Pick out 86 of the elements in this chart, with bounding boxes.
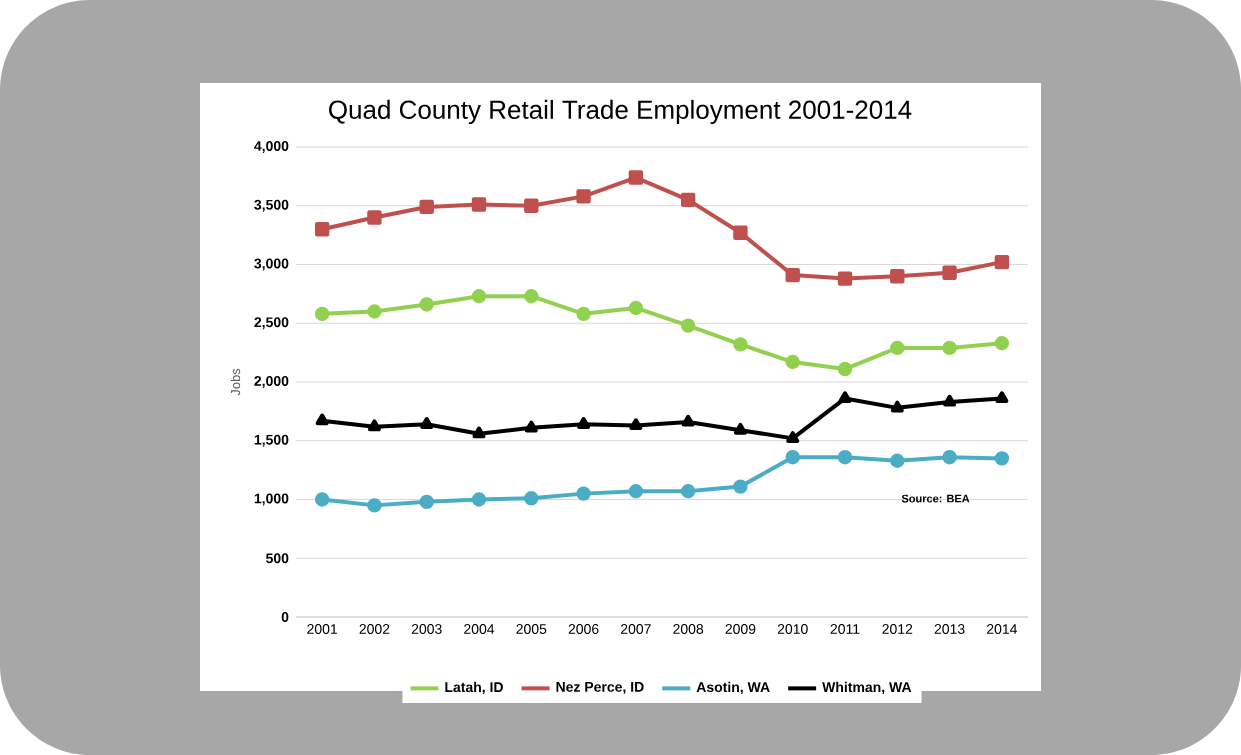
y-tick-label: 0: [281, 612, 289, 622]
legend-label: Whitman, WA: [822, 681, 912, 695]
x-tick-label: 2009: [725, 624, 756, 634]
point: [314, 492, 330, 507]
point: [524, 420, 538, 433]
y-tick-label: 3,000: [254, 258, 289, 271]
point: [367, 304, 382, 319]
point: [994, 254, 1010, 270]
point: [628, 484, 644, 499]
point: [785, 450, 800, 465]
point: [471, 289, 487, 304]
point: [994, 451, 1010, 466]
point: [420, 417, 434, 429]
y-tick-label: 1,000: [254, 493, 289, 506]
point: [419, 199, 434, 215]
legend-label: Nez Perce, ID: [556, 682, 644, 694]
point: [524, 491, 539, 506]
x-tick-label: 2006: [568, 624, 599, 634]
point: [315, 413, 329, 426]
chart-title: Quad County Retail Trade Employment 2001-2014: [329, 99, 912, 125]
point: [733, 337, 748, 352]
point: [890, 340, 905, 356]
point: [629, 418, 643, 431]
y-tick-label: 2,500: [254, 317, 289, 330]
y-tick-label: 500: [266, 553, 289, 564]
point: [994, 336, 1010, 351]
x-tick-label: 2001: [307, 624, 338, 634]
y-tick-label: 4,000: [254, 141, 289, 153]
x-tick-label: 2011: [830, 624, 860, 634]
point: [524, 289, 539, 304]
point: [733, 225, 748, 240]
point: [733, 422, 747, 435]
annotation: Source: BEA: [901, 494, 970, 503]
y-tick-label: 3,500: [254, 199, 289, 212]
x-tick-label: 2005: [516, 624, 547, 634]
x-tick-label: 2007: [620, 624, 651, 634]
point: [785, 354, 800, 370]
x-tick-label: 2014: [986, 624, 1018, 634]
point: [524, 198, 539, 213]
point: [786, 431, 800, 443]
x-tick-label: 2010: [777, 624, 808, 634]
y-axis-title: Jobs: [230, 368, 241, 396]
point: [628, 170, 644, 185]
point: [576, 189, 591, 204]
y-tick-label: 2,000: [254, 376, 289, 388]
point: [314, 222, 330, 237]
point: [419, 297, 434, 312]
point: [471, 197, 487, 212]
point: [576, 486, 591, 501]
legend-label: Asotin, WA: [696, 681, 770, 695]
point: [680, 192, 696, 208]
point: [942, 340, 957, 356]
point: [995, 391, 1009, 404]
point: [628, 300, 644, 316]
x-tick-label: 2004: [464, 624, 495, 634]
point: [837, 271, 853, 286]
point: [890, 269, 905, 284]
point: [471, 492, 487, 507]
x-tick-label: 2008: [673, 624, 704, 634]
point: [367, 419, 381, 432]
point: [890, 400, 904, 413]
point: [367, 210, 382, 225]
point: [837, 450, 853, 465]
point: [419, 494, 434, 510]
point: [942, 450, 957, 465]
x-tick-label: 2002: [359, 624, 390, 634]
point: [472, 426, 486, 439]
point: [785, 267, 800, 283]
point: [680, 484, 696, 499]
point: [367, 498, 382, 513]
legend-label: Latah, ID: [445, 681, 503, 695]
x-tick-label: 2012: [882, 624, 913, 634]
point: [577, 417, 591, 429]
y-tick-label: 1,500: [254, 434, 289, 447]
point: [890, 453, 905, 468]
point: [314, 306, 330, 322]
point: [837, 361, 853, 377]
point: [838, 391, 852, 404]
point: [680, 318, 696, 333]
x-tick-label: 2003: [411, 624, 442, 634]
point: [681, 414, 695, 427]
x-tick-label: 2013: [934, 624, 965, 634]
point: [576, 306, 591, 322]
point: [943, 394, 957, 407]
point: [733, 479, 748, 494]
point: [942, 265, 957, 280]
